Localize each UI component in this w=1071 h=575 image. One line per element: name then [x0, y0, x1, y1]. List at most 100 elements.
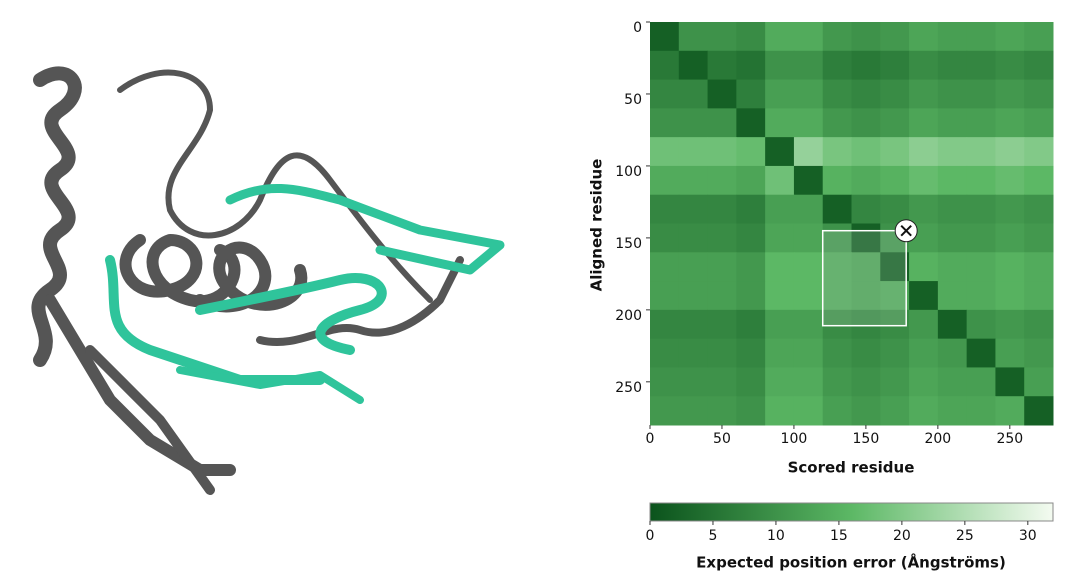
heatmap-cell: [765, 79, 795, 109]
heatmap-cell: [937, 367, 968, 397]
heatmap-cell: [909, 22, 939, 52]
heatmap-cell: [995, 338, 1025, 368]
heatmap-cell: [765, 223, 795, 253]
heatmap-cell: [793, 309, 824, 340]
heatmap-cell: [793, 367, 824, 397]
heatmap-cell: [765, 338, 795, 368]
heatmap-cell: [650, 338, 680, 368]
heatmap-cell: [937, 338, 968, 368]
heatmap-cell: [822, 50, 852, 81]
heatmap-cell: [650, 194, 680, 224]
heatmap-cell: [822, 79, 852, 109]
heatmap-cell: [765, 22, 795, 52]
heatmap-cell: [650, 396, 680, 426]
heatmap-cell: [995, 281, 1025, 311]
heatmap-cell: [822, 108, 852, 138]
heatmap-cell: [966, 309, 996, 340]
heatmap-cell: [880, 338, 910, 368]
heatmap-cell: [793, 137, 824, 167]
heatmap-cell: [707, 194, 737, 224]
heatmap-cell: [793, 396, 824, 426]
heatmap-cell: [793, 108, 824, 138]
y-tick-label: 50: [624, 92, 642, 108]
heatmap-cell: [1024, 165, 1054, 196]
heatmap-cell: [995, 137, 1025, 167]
heatmap-cell: [736, 79, 766, 109]
heatmap-cell: [650, 281, 680, 311]
protein-structure[interactable]: [31, 66, 505, 495]
heatmap-cell: [650, 367, 680, 397]
heatmap-cell: [909, 79, 939, 109]
close-icon: [900, 224, 912, 237]
heatmap-cell: [995, 223, 1025, 253]
heatmap-cell: [650, 22, 680, 52]
heatmap-cell: [650, 223, 680, 253]
colorbar-tick-label: 30: [1019, 528, 1037, 544]
close-selection-button[interactable]: [894, 219, 918, 243]
heatmap-cell: [707, 338, 737, 368]
y-tick-label: 100: [615, 164, 642, 180]
heatmap-cell: [678, 252, 709, 282]
x-tick-label: 150: [853, 431, 880, 447]
pae-plot: 0 50 100 150 200 250 0 50 100 150 200 250 0 5 10 15 20 25…: [615, 20, 1054, 544]
heatmap-cell: [937, 108, 968, 138]
heatmap-cell: [851, 309, 881, 340]
heatmap-cell: [966, 338, 996, 368]
heatmap-cell: [909, 281, 939, 311]
heatmap-cell: [793, 165, 824, 196]
heatmap-cell: [909, 194, 939, 224]
y-axis-label: Aligned residue: [588, 159, 606, 292]
heatmap-cell: [966, 252, 996, 282]
heatmap-cell: [707, 137, 737, 167]
heatmap-cell: [650, 50, 680, 81]
heatmap-cell: [966, 367, 996, 397]
heatmap-cell: [650, 252, 680, 282]
y-tick-label: 150: [615, 236, 642, 252]
heatmap-cell: [1024, 252, 1054, 282]
heatmap-cell: [678, 137, 709, 167]
heatmap-cell: [995, 108, 1025, 138]
x-tick-label: 100: [781, 431, 808, 447]
heatmap-cell: [909, 50, 939, 81]
heatmap-cell: [851, 79, 881, 109]
heatmap-cell: [678, 338, 709, 368]
heatmap-cell: [678, 165, 709, 196]
heatmap-cell: [937, 396, 968, 426]
heatmap-cell: [880, 367, 910, 397]
heatmap-cell: [995, 165, 1025, 196]
heatmap-cell: [880, 137, 910, 167]
x-tick-label: 50: [713, 431, 731, 447]
heatmap-cell: [880, 252, 910, 282]
heatmap-cell: [678, 79, 709, 109]
heatmap-cell: [937, 50, 968, 81]
heatmap-cell: [793, 223, 824, 253]
x-tick-label: 250: [996, 431, 1023, 447]
heatmap-cell: [678, 22, 709, 52]
heatmap-cell: [793, 22, 824, 52]
heatmap-cell: [851, 165, 881, 196]
heatmap-cell: [736, 309, 766, 340]
heatmap-cell: [1024, 22, 1054, 52]
heatmap-cell: [1024, 281, 1054, 311]
heatmap-cell: [822, 367, 852, 397]
heatmap-cell: [736, 194, 766, 224]
heatmap-cell: [937, 22, 968, 52]
heatmap-cell: [822, 252, 852, 282]
heatmap-cell: [822, 22, 852, 52]
selection-box: [821, 229, 907, 327]
heatmap-cell: [937, 137, 968, 167]
heatmap-cell: [650, 108, 680, 138]
heatmap-cell: [707, 309, 737, 340]
heatmap-cell: [937, 165, 968, 196]
heatmap-cell: [650, 309, 680, 340]
colorbar-tick-label: 5: [709, 528, 718, 544]
heatmap-cell: [1024, 108, 1054, 138]
heatmap-cell: [995, 194, 1025, 224]
heatmap-cell: [736, 137, 766, 167]
heatmap-cell: [1024, 338, 1054, 368]
x-tick-label: 0: [646, 431, 655, 447]
heatmap-cell: [822, 165, 852, 196]
heatmap-cell: [707, 223, 737, 253]
heatmap-cell: [678, 194, 709, 224]
